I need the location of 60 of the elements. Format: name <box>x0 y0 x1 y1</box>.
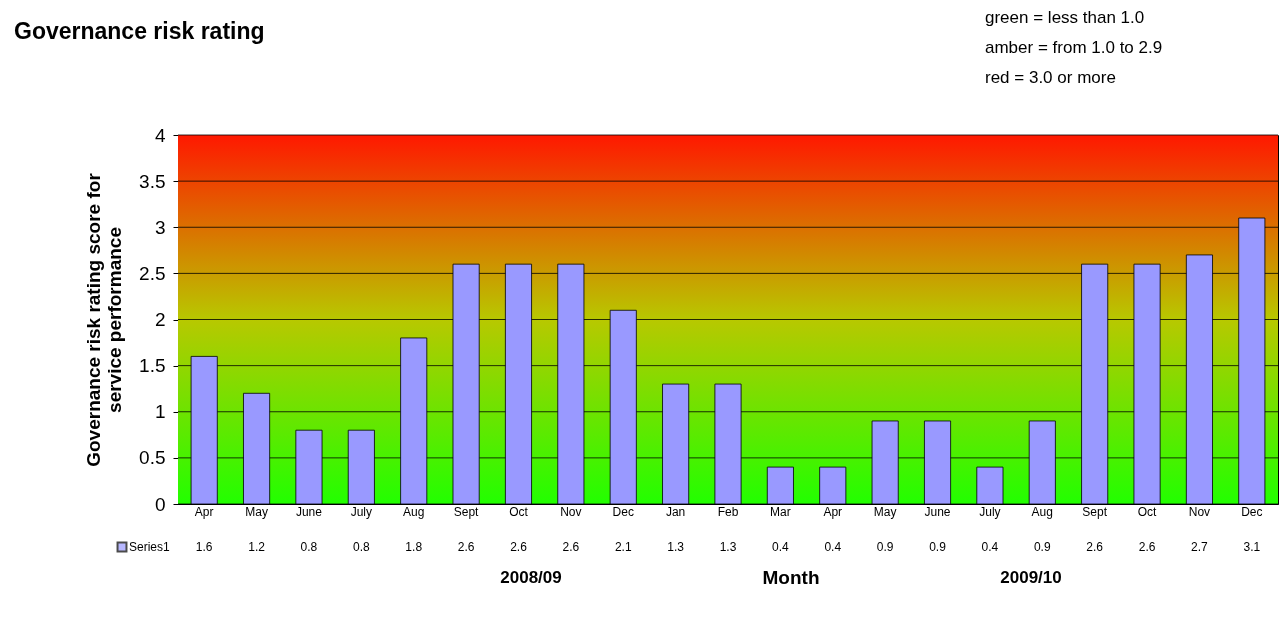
data-label: 0.4 <box>824 540 842 554</box>
data-label: 0.4 <box>981 540 999 554</box>
text: green = less than 1.0 <box>985 8 1145 27</box>
text: 2008/09 <box>500 568 562 587</box>
x-tick-label: Nov <box>1188 504 1211 519</box>
data-label: 3.1 <box>1243 540 1261 554</box>
data-label: 1.3 <box>719 540 737 554</box>
x-tick-label: June <box>295 504 323 519</box>
y-tick-label: 3.5 <box>139 170 166 192</box>
x-tick-label: July <box>979 504 1001 519</box>
x-tick-label: June <box>924 504 951 519</box>
data-label: 0.9 <box>929 540 947 554</box>
y-tick-label: 1 <box>154 401 166 423</box>
x-tick-label: Sept <box>1082 504 1108 519</box>
x-tick-label: Sept <box>453 504 480 519</box>
data-label: 2.7 <box>1191 540 1209 554</box>
data-label: 0.9 <box>1033 540 1051 554</box>
x-tick-label: July <box>350 504 373 519</box>
legend-label: Series1 <box>129 540 171 554</box>
data-label: 1.2 <box>248 540 266 554</box>
data-label: 0.8 <box>300 540 318 554</box>
data-label: 0.4 <box>772 540 790 554</box>
chart-title: Governance risk rating <box>14 18 265 44</box>
data-label: 2.6 <box>1138 540 1156 554</box>
x-tick-label: Nov <box>560 504 582 519</box>
x-tick-label: Apr <box>194 504 214 519</box>
text: amber = from 1.0 to 2.9 <box>985 38 1163 57</box>
x-tick-label: Dec <box>612 504 634 519</box>
x-tick-label: Aug <box>1031 504 1053 519</box>
data-label: 2.1 <box>614 540 632 554</box>
x-tick-label: Oct <box>1137 504 1158 519</box>
data-label: 2.6 <box>510 540 528 554</box>
y-tick-label: 3 <box>154 216 166 238</box>
x-tick-label: Dec <box>1241 504 1263 519</box>
data-label: 0.8 <box>352 540 370 554</box>
x-tick-label: Aug <box>403 504 425 519</box>
y-tick-label: 0 <box>154 493 166 515</box>
y-axis-title: Governance risk rating score for service performance <box>83 172 126 467</box>
x-tick-label: Jan <box>665 504 686 519</box>
text: 2009/10 <box>1000 568 1062 587</box>
y-tick-label: 1.5 <box>139 355 166 377</box>
x-tick-label: Feb <box>717 504 739 519</box>
x-tick-label: May <box>245 504 268 519</box>
x-axis-title: Month <box>762 567 820 588</box>
y-tick-label: 0.5 <box>139 447 166 469</box>
x-tick-label: Mar <box>770 504 791 519</box>
data-label: 1.6 <box>195 540 213 554</box>
x-tick-label: May <box>873 504 897 519</box>
data-label: 0.9 <box>876 540 894 554</box>
data-label: 2.6 <box>562 540 580 554</box>
data-label: 2.6 <box>457 540 475 554</box>
y-tick-label: 2.5 <box>139 262 166 284</box>
data-label: 2.6 <box>1086 540 1104 554</box>
data-label: 1.3 <box>667 540 685 554</box>
text: red = 3.0 or more <box>985 68 1116 87</box>
data-label: 1.8 <box>405 540 423 554</box>
x-tick-label: Apr <box>823 504 843 519</box>
y-tick-label: 2 <box>154 309 166 330</box>
x-tick-label: Oct <box>509 504 529 519</box>
y-tick-label: 4 <box>154 124 166 146</box>
